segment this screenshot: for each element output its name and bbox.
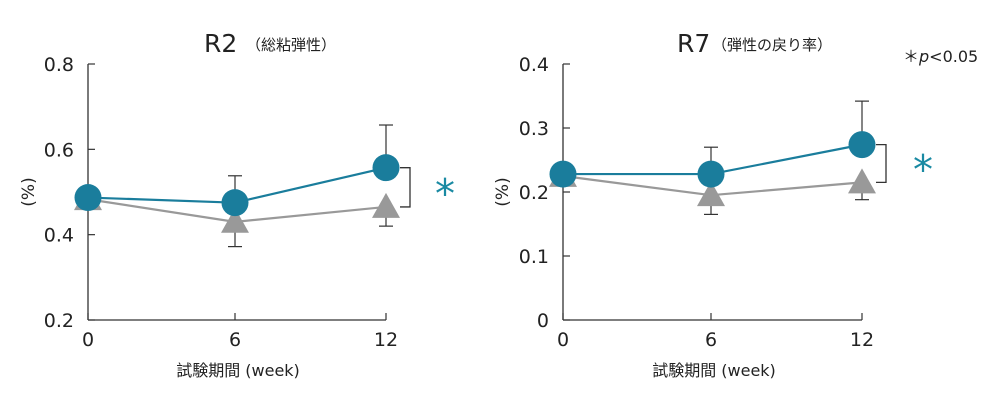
- y-tick-label: 0.4: [44, 225, 74, 247]
- significance-star: *: [435, 171, 455, 217]
- x-axis-title: 試験期間 (week): [652, 361, 776, 380]
- y-tick-label: 0.8: [44, 54, 74, 76]
- marks: *: [74, 124, 455, 248]
- circle-marker: [74, 184, 102, 212]
- y-tick-label: 0.3: [519, 118, 549, 140]
- chart-r2: R2 （総粘弾性） (%) 試験期間 (week) 0.2 0.4 0.6 0.8 0 6…: [19, 29, 455, 380]
- y-tick-label: 0.1: [519, 246, 549, 268]
- circle-marker: [697, 160, 725, 188]
- circle-marker: [221, 189, 249, 217]
- circle-marker: [848, 131, 876, 159]
- y-tick-label: 0.4: [519, 54, 549, 76]
- y-axis-title: (%): [19, 177, 39, 206]
- note-prefix: ＊: [903, 47, 919, 66]
- chart-r7: R7 （弾性の戻り率） (%) 試験期間 (week) 0 0.1 0.2 0.3 0.…: [493, 29, 933, 380]
- note-p-symbol: p: [918, 47, 929, 66]
- y-axis-title: (%): [493, 177, 513, 206]
- chart-title: R2: [204, 29, 237, 58]
- significance-note: ＊p<0.05: [903, 47, 978, 66]
- triangle-marker: [221, 207, 249, 233]
- x-tick-label: 6: [705, 329, 717, 351]
- x-axis-title: 試験期間 (week): [176, 361, 300, 380]
- y-tick-label: 0.2: [519, 182, 549, 204]
- significance-star: *: [913, 148, 933, 194]
- triangle-marker: [848, 168, 876, 194]
- significance-bracket: [876, 143, 887, 184]
- triangle-marker: [697, 181, 725, 207]
- axes: 0.2 0.4 0.6 0.8 0 6 12: [44, 54, 398, 351]
- circle-marker: [372, 154, 400, 182]
- y-tick-label: 0: [537, 310, 549, 332]
- x-tick-label: 0: [82, 329, 94, 351]
- x-tick-label: 6: [229, 329, 241, 351]
- significance-bracket: [400, 167, 411, 208]
- triangle-marker: [372, 192, 400, 218]
- x-tick-label: 0: [557, 329, 569, 351]
- marks: *: [549, 100, 933, 215]
- axes: 0 0.1 0.2 0.3 0.4 0 6 12: [519, 54, 874, 351]
- chart-title: R7: [677, 29, 710, 58]
- circle-marker: [549, 160, 577, 188]
- x-tick-label: 12: [850, 329, 874, 351]
- chart-subtitle: （総粘弾性）: [246, 36, 336, 54]
- y-tick-label: 0.6: [44, 139, 74, 161]
- chart-subtitle: （弾性の戻り率）: [712, 36, 832, 54]
- y-tick-label: 0.2: [44, 310, 74, 332]
- note-threshold: <0.05: [929, 47, 978, 66]
- x-tick-label: 12: [374, 329, 398, 351]
